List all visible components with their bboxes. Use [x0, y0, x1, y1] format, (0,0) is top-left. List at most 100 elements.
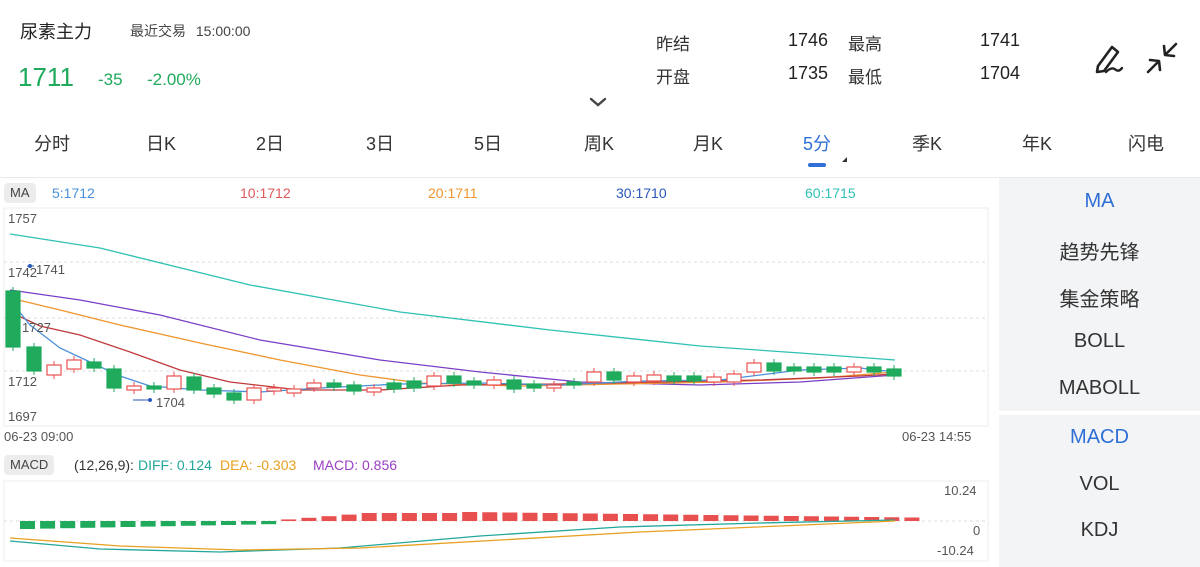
candlestick	[26, 346, 42, 372]
kline-chart[interactable]	[0, 0, 1000, 567]
macd-bar	[442, 513, 458, 521]
macd-dea: DEA: -0.303	[220, 457, 297, 473]
candlestick	[746, 362, 762, 373]
last-trade-info: 最近交易 15:00:00	[130, 21, 256, 41]
macd-bar	[623, 514, 638, 521]
macd-bar	[703, 515, 719, 521]
candlestick	[806, 366, 822, 373]
prev-settle-value: 1746	[787, 30, 828, 50]
macd-bar	[683, 514, 699, 521]
candlestick	[146, 385, 162, 390]
indicator-maboll[interactable]: MABOLL	[1058, 377, 1141, 399]
x-label-end: 06-23 14:55	[902, 429, 972, 444]
candlestick	[526, 383, 542, 389]
candlestick	[586, 371, 602, 383]
indicator-ma[interactable]: MA	[1084, 190, 1115, 212]
tab-yearly-k[interactable]: 年K	[1021, 134, 1053, 154]
macd-bar	[261, 521, 277, 525]
tab-weekly-k[interactable]: 周K	[583, 134, 615, 154]
tab-5day[interactable]: 5日	[473, 134, 503, 154]
tab-3day[interactable]: 3日	[365, 134, 395, 154]
tab-2day[interactable]: 2日	[255, 134, 285, 154]
macd-bar	[743, 515, 759, 521]
indicator-fund-strategy[interactable]: 集金策略	[1059, 289, 1140, 311]
candlestick	[386, 382, 402, 390]
indicator-boll[interactable]: BOLL	[1073, 330, 1126, 352]
candlestick	[666, 375, 682, 382]
candlestick	[506, 379, 522, 390]
chevron-down-icon[interactable]	[588, 96, 608, 108]
macd-bar	[281, 519, 297, 521]
tab-quarterly-k[interactable]: 季K	[911, 134, 943, 154]
active-tab-indicator	[808, 163, 826, 167]
draw-pen-icon[interactable]	[1088, 38, 1128, 78]
macd-bar	[502, 512, 518, 521]
candlestick	[206, 387, 222, 395]
tab-dropdown-caret-icon[interactable]	[837, 157, 847, 162]
macd-bar	[582, 513, 598, 521]
macd-badge[interactable]: MACD	[4, 455, 55, 475]
macd-bar	[301, 517, 317, 521]
open-label: 开盘	[656, 68, 690, 87]
indicator-kdj[interactable]: KDJ	[1080, 519, 1119, 541]
macd-bar	[401, 513, 417, 521]
high-marker-dot	[28, 264, 32, 268]
collapse-arrows-icon[interactable]	[1142, 38, 1182, 78]
macd-bar	[40, 521, 56, 529]
price-change-pct: -2.00%	[147, 70, 201, 89]
macd-bar	[120, 521, 136, 527]
y-label-bottom: 1697	[8, 409, 37, 424]
macd-bar	[663, 514, 679, 521]
candlestick	[306, 382, 322, 389]
high-marker-label: 1741	[36, 262, 65, 277]
candlestick	[86, 361, 102, 369]
ma30-line	[9, 289, 896, 386]
macd-bar	[602, 513, 618, 521]
y-label-4: 1712	[8, 374, 37, 389]
candlestick	[286, 388, 302, 394]
macd-bar	[241, 521, 257, 525]
macd-bar	[864, 517, 880, 521]
candlestick	[406, 380, 422, 389]
macd-bar	[884, 517, 900, 521]
tab-intraday[interactable]: 分时	[34, 134, 70, 154]
tab-monthly-k[interactable]: 月K	[692, 134, 724, 154]
macd-bar	[361, 513, 377, 521]
macd-bar	[904, 517, 920, 521]
candlestick	[186, 376, 202, 391]
macd-params: (12,26,9):	[74, 457, 134, 473]
indicator-panel: MA 趋势先锋 集金策略 BOLL MABOLL MACD VOL KDJ	[999, 178, 1200, 567]
tab-daily-k[interactable]: 日K	[145, 134, 177, 154]
macd-bar	[542, 513, 558, 521]
macd-bar	[562, 513, 578, 521]
indicator-vol[interactable]: VOL	[1079, 473, 1120, 495]
ma-badge[interactable]: MA	[4, 183, 36, 203]
candlestick	[426, 375, 442, 387]
candlestick	[546, 384, 562, 389]
period-tabs: 分时 日K 2日 3日 5日 周K 月K 5分 季K 年K 闪电	[0, 130, 1200, 167]
candlestick	[106, 368, 122, 389]
candlestick	[246, 387, 262, 401]
macd-bar	[783, 516, 799, 521]
candlestick	[566, 381, 582, 386]
candlestick	[626, 375, 642, 383]
candlestick	[846, 366, 862, 373]
macd-y-min: -10.24	[937, 543, 974, 558]
low-label: 最低	[848, 68, 882, 87]
last-trade-label: 最近交易	[130, 23, 186, 39]
main-chart-frame	[3, 207, 989, 427]
macd-bar	[60, 521, 76, 529]
macd-bar	[180, 521, 196, 526]
divider	[0, 177, 1200, 178]
tab-5min[interactable]: 5分	[802, 134, 832, 154]
ma30-legend: 30:1710	[616, 185, 667, 201]
indicator-macd[interactable]: MACD	[1070, 426, 1129, 448]
x-label-start: 06-23 09:00	[4, 429, 74, 444]
macd-bar	[381, 513, 397, 521]
tab-flash[interactable]: 闪电	[1128, 134, 1164, 154]
ma60-legend: 60:1715	[805, 185, 856, 201]
macd-bar	[844, 516, 860, 521]
indicator-trend-pioneer[interactable]: 趋势先锋	[1059, 242, 1140, 264]
price-change: -35	[98, 70, 123, 89]
macd-bar	[20, 521, 35, 529]
